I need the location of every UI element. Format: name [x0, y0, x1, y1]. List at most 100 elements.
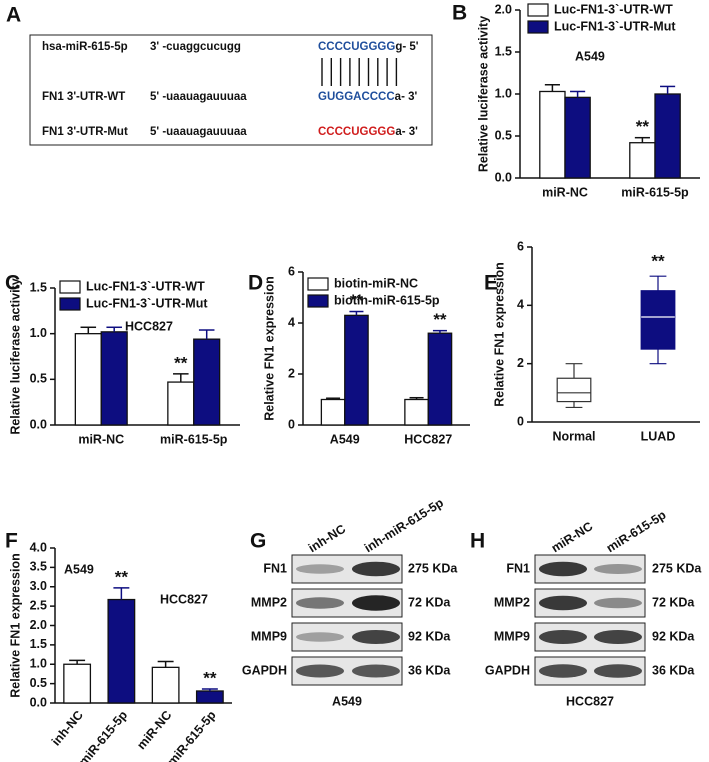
bar: [427, 332, 453, 426]
protein-label: MMP9: [494, 629, 530, 643]
significance: **: [651, 252, 665, 271]
box: [556, 377, 592, 403]
blot-band: [296, 597, 344, 609]
sequence: 3' -cuaggcucugg CCCCUGGGGg- 5': [150, 41, 419, 53]
bar: [63, 663, 92, 704]
legend-swatch: [527, 3, 549, 17]
y-tick-label: 0.0: [30, 417, 47, 431]
bar: [74, 333, 102, 426]
legend-label: Luc-FN1-3`-UTR-WT: [86, 279, 205, 293]
size-label: 92 KDa: [652, 629, 695, 643]
legend-label: Luc-FN1-3`-UTR-Mut: [554, 19, 676, 33]
blot-band: [594, 564, 642, 574]
x-tick-label: miR-NC: [542, 185, 588, 199]
x-tick-label: LUAD: [641, 429, 676, 443]
sequence: 5' -uaauagauuuaa CCCCUGGGGa- 3': [150, 126, 418, 138]
blot-band: [352, 561, 400, 577]
x-tick-label: A549: [330, 432, 360, 446]
cell-line: HCC827: [566, 694, 614, 708]
legend-label: Luc-FN1-3`-UTR-Mut: [86, 296, 208, 310]
bar: [193, 338, 221, 426]
significance: **: [350, 291, 364, 310]
binding-site: GUGGACCCC: [318, 91, 395, 103]
size-label: 36 KDa: [652, 663, 695, 677]
significance: **: [203, 669, 217, 688]
sequence-label: hsa-miR-615-5p: [42, 41, 128, 53]
blot-band: [539, 630, 587, 644]
protein-label: MMP2: [251, 595, 287, 609]
binding-site: CCCCUGGGG: [318, 126, 395, 138]
significance: **: [174, 353, 188, 372]
legend-label: biotin-miR-NC: [334, 276, 418, 290]
x-tick-label: miR-615-5p: [621, 185, 689, 199]
panel-letter: B: [452, 2, 467, 25]
y-tick-label: 4: [288, 315, 295, 329]
significance: **: [115, 567, 129, 586]
y-tick-label: 2: [517, 356, 524, 370]
x-tick-label: miR-615-5p: [160, 432, 228, 446]
blot-band: [594, 664, 642, 678]
blot-band: [352, 664, 400, 678]
y-tick-label: 6: [288, 264, 295, 278]
panel-letter: C: [5, 272, 20, 295]
y-tick-label: 0.5: [30, 372, 47, 386]
bar: [195, 690, 224, 704]
y-tick-label: 0: [288, 417, 295, 431]
blot-band: [296, 664, 344, 678]
annotation: HCC827: [160, 592, 208, 606]
sequence-end: a- 3': [395, 126, 418, 138]
size-label: 36 KDa: [408, 663, 451, 677]
bar: [167, 381, 195, 426]
protein-label: FN1: [506, 561, 530, 575]
bar: [539, 90, 566, 179]
y-tick-label: 0.5: [495, 128, 512, 142]
protein-label: MMP2: [494, 595, 530, 609]
sequence-flank: 5' -uaauagauuuaa: [150, 91, 247, 103]
panel-letter: F: [5, 530, 18, 553]
bar: [107, 598, 136, 704]
x-tick-label: inh-NC: [49, 708, 86, 748]
protein-label: GAPDH: [242, 663, 287, 677]
y-tick-label: 1.5: [495, 44, 512, 58]
y-tick-label: 1.0: [30, 326, 47, 340]
sequence-flank: 3' -cuaggcucugg: [150, 41, 241, 53]
bar: [151, 666, 180, 704]
sequence-label: FN1 3'-UTR-Mut: [42, 126, 128, 138]
y-tick-label: 0: [517, 414, 524, 428]
y-tick-label: 4: [517, 298, 524, 312]
sequence-end: a- 3': [395, 91, 418, 103]
blot-band: [296, 632, 344, 642]
bar: [344, 314, 369, 426]
lane-label: inh-miR-615-5p: [362, 495, 446, 555]
y-axis-label: Relative FN1 expression: [8, 553, 22, 698]
legend-swatch: [59, 297, 81, 311]
size-label: 275 KDa: [652, 561, 702, 575]
legend-swatch: [527, 20, 549, 34]
cell-line: A549: [332, 694, 362, 708]
y-tick-label: 3.5: [30, 560, 47, 574]
panel-a-box: [29, 34, 433, 146]
blot-band: [296, 564, 344, 574]
legend-swatch: [307, 294, 329, 308]
y-axis-label: Relative FN1 expression: [262, 276, 276, 421]
protein-label: GAPDH: [485, 663, 530, 677]
lane-label: miR-NC: [549, 519, 595, 555]
legend-swatch: [59, 280, 81, 294]
y-tick-label: 0.0: [495, 170, 512, 184]
y-axis-label: Relative luciferase activity: [476, 16, 490, 172]
bar: [629, 142, 656, 179]
panel-letter: H: [470, 530, 485, 553]
bar: [100, 331, 128, 426]
significance: **: [636, 117, 650, 136]
y-tick-label: 1.5: [30, 280, 47, 294]
protein-label: MMP9: [251, 629, 287, 643]
bar: [564, 96, 591, 179]
y-tick-label: 3.0: [30, 579, 47, 593]
significance: **: [433, 310, 447, 329]
annotation: HCC827: [125, 319, 173, 333]
y-tick-label: 0.0: [30, 695, 47, 709]
y-tick-label: 2: [288, 366, 295, 380]
size-label: 275 KDa: [408, 561, 458, 575]
size-label: 72 KDa: [652, 595, 695, 609]
